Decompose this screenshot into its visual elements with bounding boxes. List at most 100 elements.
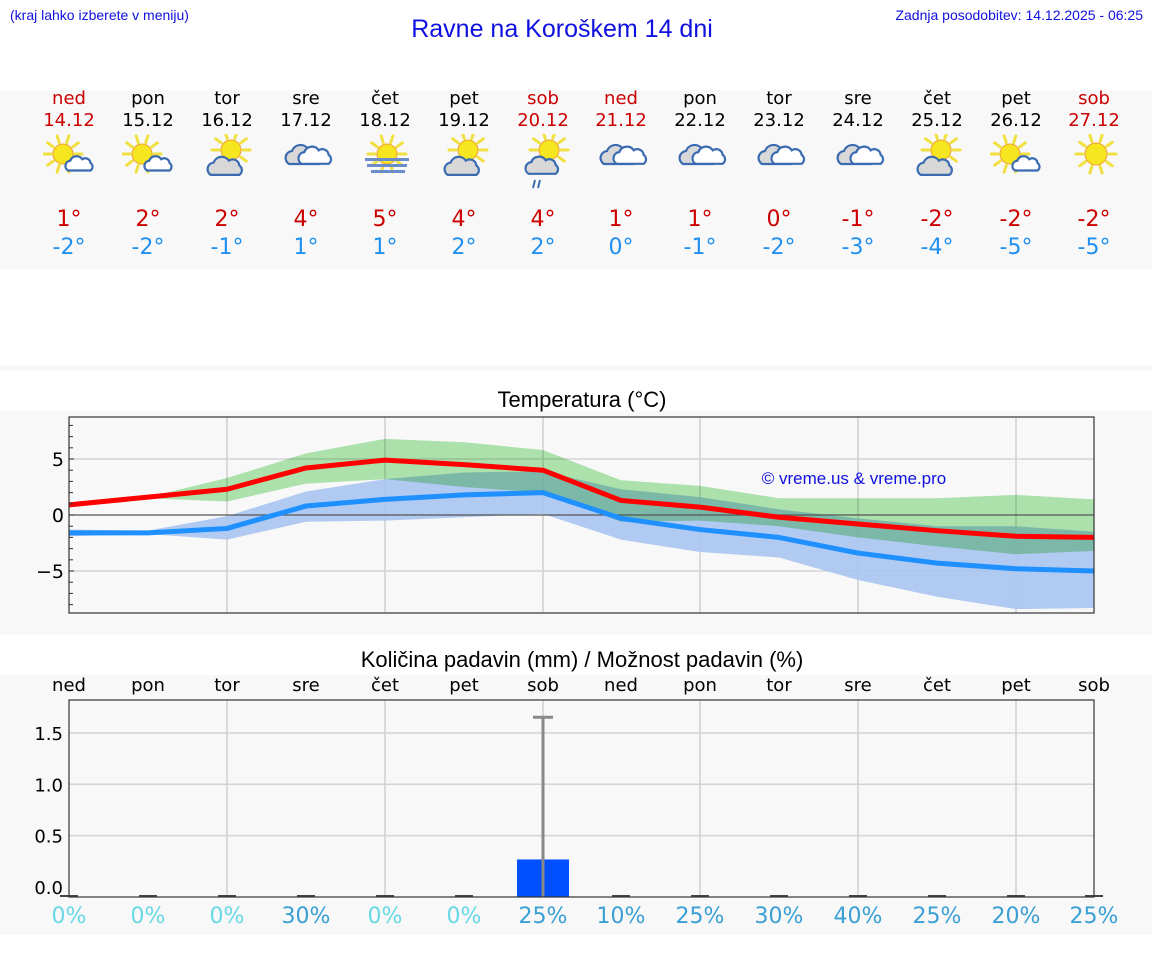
max-temp: 2°	[214, 207, 240, 232]
day-date: 25.12	[911, 110, 963, 131]
day-name: čet	[922, 88, 952, 109]
min-temp-line	[69, 490, 1095, 574]
day-name: tor	[766, 88, 792, 109]
svg-text:0.0: 0.0	[34, 878, 63, 899]
min-temp: -1°	[210, 235, 244, 260]
day-name: pon	[683, 88, 717, 109]
min-temp: -2°	[52, 235, 86, 260]
day-date: 24.12	[832, 110, 884, 131]
divider-band	[0, 365, 1152, 371]
svg-text:1.0: 1.0	[34, 775, 63, 796]
day-name: ned	[604, 88, 638, 109]
max-temp: 5°	[372, 207, 398, 232]
max-temp: 0°	[766, 207, 792, 232]
day-name: pet	[1001, 88, 1031, 109]
min-temp: -2°	[131, 235, 165, 260]
day-forecast-9: pon 22.12 1° -1°	[660, 88, 740, 262]
max-temp: -1°	[841, 207, 875, 232]
max-temp: 4°	[451, 207, 477, 232]
day-date: 23.12	[753, 110, 805, 131]
cloudy-icon	[678, 143, 727, 166]
min-temp: 1°	[293, 235, 319, 260]
svg-text:−5: −5	[36, 561, 64, 583]
day-forecast-7: sob 20.12 4° 2°	[503, 88, 583, 262]
sun-fog-icon	[365, 134, 409, 174]
max-temp: -2°	[999, 207, 1033, 232]
day-date: 19.12	[438, 110, 490, 131]
cloudy-icon	[284, 143, 333, 166]
day-forecast-10: tor 23.12 0° -2°	[739, 88, 819, 262]
day-forecast-6: pet 19.12 4° 2°	[424, 88, 504, 262]
sunny-icon	[1074, 134, 1118, 175]
sun-with-small-cloud-icon	[43, 134, 94, 174]
day-name: tor	[214, 88, 240, 109]
partly-cloudy-icon	[916, 134, 962, 177]
sun-with-small-cloud-icon	[122, 134, 173, 174]
day-forecast-3: tor 16.12 2° -1°	[187, 88, 267, 262]
day-date: 20.12	[517, 110, 569, 131]
day-date: 15.12	[122, 110, 174, 131]
day-forecast-5: čet 18.12 5° 1°	[345, 88, 425, 262]
max-temp: 4°	[293, 207, 319, 232]
min-temp: -3°	[841, 235, 875, 260]
min-temp: -5°	[999, 235, 1033, 260]
day-date: 17.12	[280, 110, 332, 131]
precipitation-chart-title: Količina padavin (mm) / Možnost padavin …	[360, 647, 804, 672]
day-name: sob	[1078, 88, 1110, 109]
day-date: 16.12	[201, 110, 253, 131]
day-forecast-1: ned 14.12 1° -2°	[29, 88, 109, 262]
max-temp-line	[68, 457, 1095, 540]
last-update-text: Zadnja posodobitev: 14.12.2025 - 06:25	[895, 7, 1143, 23]
svg-text:0: 0	[52, 505, 64, 527]
min-temp: 0°	[608, 235, 634, 260]
sun-with-small-cloud-icon	[990, 134, 1041, 174]
partly-cloudy-light-rain-icon	[524, 134, 570, 189]
location-menu-hint-link[interactable]: (kraj lahko izberete v meniju)	[10, 7, 189, 23]
day-name: pon	[131, 88, 165, 109]
day-date: 26.12	[990, 110, 1042, 131]
cloudy-icon	[757, 143, 806, 166]
day-forecast-13: pet 26.12 -2° -5°	[976, 88, 1056, 262]
min-temp: 2°	[530, 235, 556, 260]
max-temp: -2°	[920, 207, 954, 232]
day-forecast-14: sob 27.12 -2° -5°	[1054, 88, 1134, 262]
min-temp: -4°	[920, 235, 954, 260]
partly-cloudy-icon	[206, 134, 252, 177]
watermark: © vreme.us & vreme.pro	[762, 469, 946, 488]
day-date: 14.12	[43, 110, 95, 131]
day-name: sre	[292, 88, 320, 109]
temperature-chart-title: Temperatura (°C)	[497, 387, 667, 412]
day-date: 22.12	[674, 110, 726, 131]
max-temp: 1°	[56, 207, 82, 232]
cloudy-icon	[836, 143, 885, 166]
min-temp: 1°	[372, 235, 398, 260]
day-forecast-8: ned 21.12 1° 0°	[581, 88, 661, 262]
daily-forecast-list: ned 14.12 1° -2° pon 15.12 2° -2° tor 16.12 2° -1° s…	[0, 88, 1152, 268]
min-temp: -1°	[683, 235, 717, 260]
day-forecast-2: pon 15.12 2° -2°	[108, 88, 188, 262]
max-temp: 1°	[608, 207, 634, 232]
partly-cloudy-icon	[443, 134, 489, 177]
forecast-strip	[0, 90, 1152, 270]
day-forecast-4: sre 17.12 4° 1°	[266, 88, 346, 262]
day-name: čet	[370, 88, 400, 109]
day-name: sob	[527, 88, 559, 109]
day-forecast-12: čet 25.12 -2° -4°	[897, 88, 977, 262]
max-temp: -2°	[1077, 207, 1111, 232]
day-date: 21.12	[595, 110, 647, 131]
min-temp: 2°	[451, 235, 477, 260]
max-temp: 2°	[135, 207, 161, 232]
day-date: 18.12	[359, 110, 411, 131]
day-name: pet	[449, 88, 479, 109]
max-temp: 1°	[687, 207, 713, 232]
svg-text:5: 5	[52, 449, 64, 471]
cloudy-icon	[599, 143, 648, 166]
min-temp: -5°	[1077, 235, 1111, 260]
day-forecast-11: sre 24.12 -1° -3°	[818, 88, 898, 262]
svg-text:1.5: 1.5	[34, 724, 63, 745]
day-date: 27.12	[1068, 110, 1120, 131]
svg-text:0.5: 0.5	[34, 827, 63, 848]
min-temp: -2°	[762, 235, 796, 260]
day-name: sre	[844, 88, 872, 109]
